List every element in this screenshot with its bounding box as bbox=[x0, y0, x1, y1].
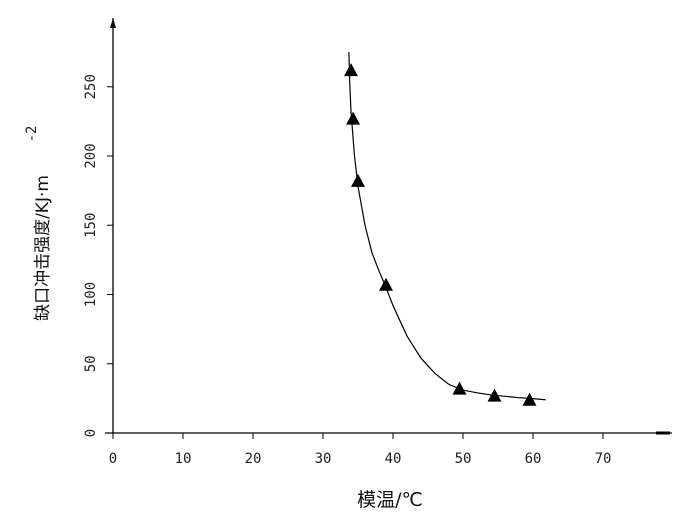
y-tick-label: 200 bbox=[83, 143, 99, 168]
x-axis-end-mark bbox=[656, 431, 670, 435]
axes bbox=[105, 18, 672, 435]
x-ticks: 0 10 20 30 40 50 60 70 bbox=[109, 433, 612, 467]
x-tick-label: 60 bbox=[525, 451, 542, 467]
y-tick-label-group: 50 bbox=[83, 355, 99, 372]
y-tick-label: 0 bbox=[83, 429, 99, 437]
data-point bbox=[522, 392, 537, 406]
y-tick-label: 150 bbox=[83, 213, 99, 238]
y-axis-arrow bbox=[110, 18, 116, 28]
x-tick-label: 0 bbox=[109, 451, 117, 467]
x-tick-label: 50 bbox=[455, 451, 472, 467]
fit-curve bbox=[348, 52, 546, 401]
y-tick-label: 100 bbox=[83, 282, 99, 307]
y-tick-label-group: 150 bbox=[83, 213, 99, 238]
x-tick-label: 70 bbox=[595, 451, 612, 467]
data-point bbox=[346, 111, 361, 125]
data-point bbox=[379, 277, 393, 291]
x-axis-title: 模温/℃ bbox=[357, 489, 423, 511]
x-tick-label: 40 bbox=[385, 451, 402, 467]
data-point bbox=[487, 388, 502, 402]
x-tick-label: 20 bbox=[245, 451, 262, 467]
y-tick-label-group: 100 bbox=[83, 282, 99, 307]
x-tick-label: 10 bbox=[175, 451, 192, 467]
data-point bbox=[344, 63, 358, 77]
y-ticks: 0 50 100 150 200 250 bbox=[83, 74, 113, 437]
y-axis-title: 缺口冲击强度/KJ·m bbox=[33, 175, 53, 321]
y-axis-title-superscript: -2 bbox=[24, 126, 40, 143]
y-tick-label: 50 bbox=[83, 355, 99, 372]
data-points bbox=[344, 63, 537, 406]
data-point bbox=[351, 173, 365, 187]
y-tick-label-group: 200 bbox=[83, 143, 99, 168]
y-tick-label: 250 bbox=[83, 74, 99, 99]
y-tick-label-group: 0 bbox=[83, 429, 99, 437]
y-tick-label-group: 250 bbox=[83, 74, 99, 99]
x-tick-label: 30 bbox=[315, 451, 332, 467]
data-point bbox=[452, 381, 467, 395]
